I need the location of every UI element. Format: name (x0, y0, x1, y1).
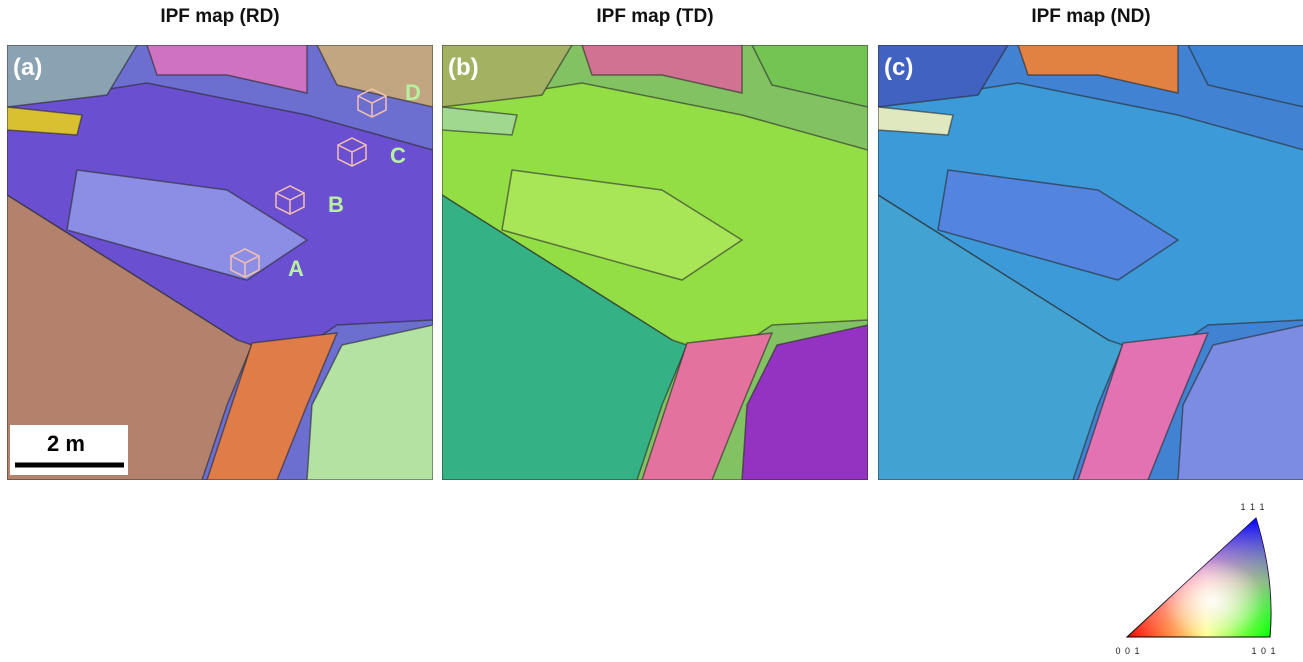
grains (442, 45, 868, 480)
grain-label: A (288, 256, 304, 281)
panel-label: (c) (884, 54, 913, 81)
legend-001: 0 0 1 (1115, 646, 1140, 656)
grain-label: B (328, 192, 344, 217)
ipf-map: (a) (7, 45, 433, 480)
panel-title: IPF map (TD) (596, 6, 713, 27)
panel-title: IPF map (ND) (1031, 6, 1150, 27)
legend-111: 1 1 1 (1240, 502, 1265, 512)
figure: IPF map (RD) (a) IPF map (TD) (b) IPF map (N… (0, 0, 1303, 662)
ipf-map: (c) (878, 45, 1303, 480)
ipf-triangle: 1 1 1 0 0 1 1 0 1 (1115, 502, 1276, 656)
scale-text: 2 m (47, 431, 85, 456)
legend-101: 1 0 1 (1251, 646, 1276, 656)
grains (7, 45, 433, 480)
grain-label: D (405, 80, 421, 105)
panel-label: (b) (448, 54, 479, 81)
ipf-map: (b) (442, 45, 868, 480)
grain-label: C (390, 143, 406, 168)
panel-title: IPF map (RD) (160, 6, 279, 27)
grains (878, 45, 1303, 480)
panel-label: (a) (13, 54, 42, 81)
